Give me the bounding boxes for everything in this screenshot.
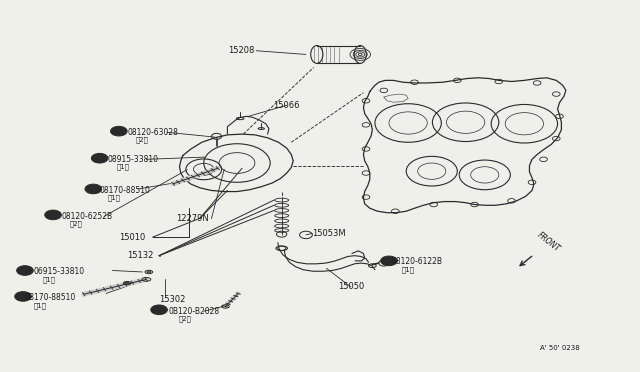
Text: 〈2〉: 〈2〉	[136, 137, 149, 143]
Text: 〈1〉: 〈1〉	[42, 276, 55, 283]
Text: 08170-88510: 08170-88510	[100, 186, 150, 195]
Text: 15050: 15050	[338, 282, 364, 291]
Text: 15053M: 15053M	[312, 229, 346, 238]
Text: 08120-63028: 08120-63028	[127, 128, 178, 137]
Text: 〈1〉: 〈1〉	[402, 266, 415, 273]
Text: 15302: 15302	[159, 295, 186, 304]
Text: 0B170-88510: 0B170-88510	[25, 294, 76, 302]
Circle shape	[151, 305, 168, 315]
Text: 08915-33810: 08915-33810	[108, 155, 159, 164]
Text: FRONT: FRONT	[536, 230, 562, 253]
Text: B: B	[51, 212, 55, 217]
Text: 〈1〉: 〈1〉	[108, 195, 121, 201]
Text: 15208: 15208	[228, 46, 255, 55]
Text: 08120-6252B: 08120-6252B	[61, 212, 113, 221]
Text: 〈2〉: 〈2〉	[70, 221, 83, 227]
Circle shape	[381, 256, 397, 266]
Circle shape	[111, 126, 127, 136]
Text: 〈1〉: 〈1〉	[117, 163, 130, 170]
Text: W: W	[22, 268, 28, 273]
Text: B: B	[387, 259, 391, 263]
Text: 08120-6122B: 08120-6122B	[392, 257, 442, 266]
Text: W: W	[97, 156, 103, 161]
Text: 06915-33810: 06915-33810	[34, 267, 85, 276]
Circle shape	[15, 292, 31, 301]
Text: 15010: 15010	[119, 232, 145, 242]
Text: B: B	[116, 129, 121, 134]
Circle shape	[92, 153, 108, 163]
Text: B: B	[157, 307, 161, 312]
Text: A' 50' 0238: A' 50' 0238	[540, 345, 580, 351]
Circle shape	[85, 184, 102, 194]
Text: 〈2〉: 〈2〉	[178, 315, 191, 322]
Circle shape	[17, 266, 33, 275]
Circle shape	[45, 210, 61, 220]
Text: B: B	[91, 186, 95, 192]
Text: 15066: 15066	[273, 101, 300, 110]
Text: 15132: 15132	[127, 251, 154, 260]
Text: 12279N: 12279N	[176, 214, 209, 223]
Text: 0B120-B2028: 0B120-B2028	[168, 307, 219, 316]
Text: B: B	[21, 294, 25, 299]
Text: 〈1〉: 〈1〉	[34, 302, 47, 309]
